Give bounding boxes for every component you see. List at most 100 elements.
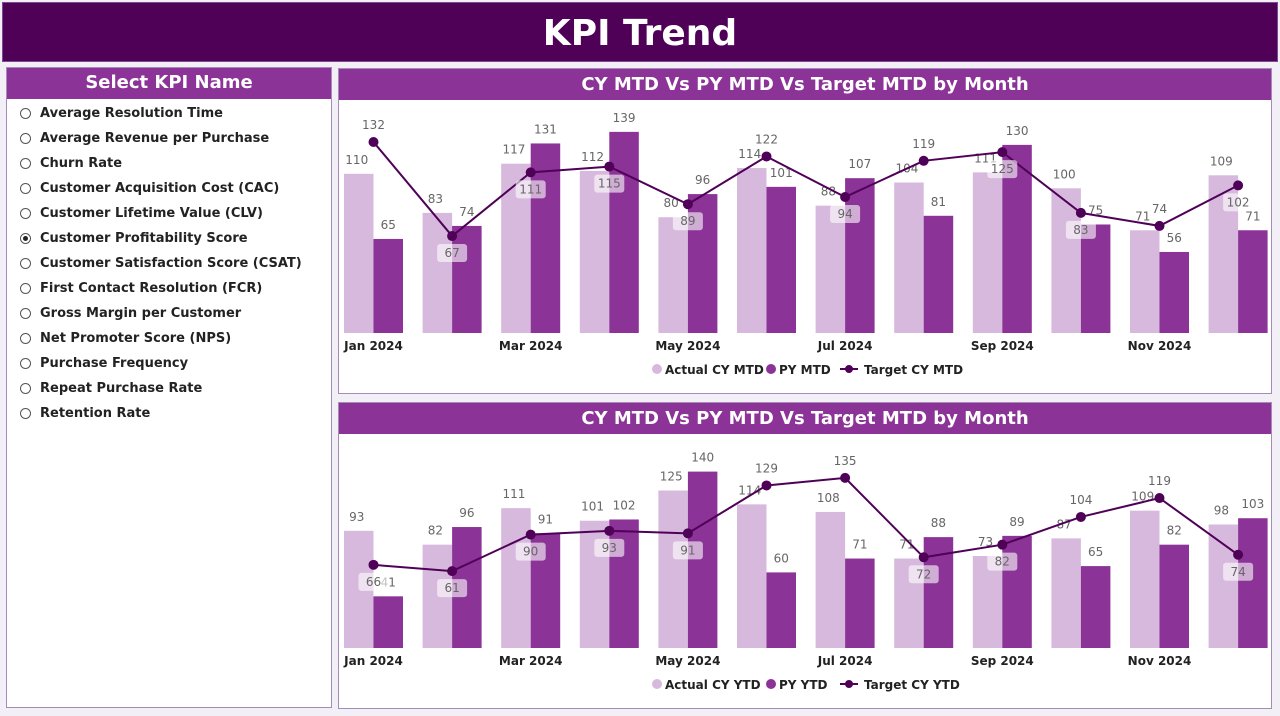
legend-label: Actual CY YTD (665, 678, 761, 692)
target-data-label: 67 (444, 246, 459, 260)
slicer-option-label: Churn Rate (40, 156, 123, 171)
radio-button[interactable] (20, 108, 31, 119)
py-data-label: 89 (1009, 515, 1024, 529)
target-point (918, 552, 929, 563)
target-point (1075, 511, 1086, 522)
py-bar (1238, 230, 1268, 333)
slicer-option[interactable]: Repeat Purchase Rate (7, 376, 331, 401)
target-point (682, 528, 693, 539)
py-data-label: 139 (613, 111, 636, 125)
slicer-option[interactable]: Customer Satisfaction Score (CSAT) (7, 251, 331, 276)
target-data-label: 111 (519, 182, 542, 196)
target-point (840, 472, 851, 483)
actual-bar (972, 172, 1003, 333)
chart-title: CY MTD Vs PY MTD Vs Target MTD by Month (339, 69, 1271, 100)
x-tick-label: May 2024 (655, 339, 720, 353)
radio-button[interactable] (20, 183, 31, 194)
actual-data-label: 109 (1210, 154, 1233, 168)
actual-data-label: 93 (349, 510, 364, 524)
py-bar (1238, 518, 1268, 648)
actual-data-label: 125 (660, 470, 683, 484)
legend-label: Target CY YTD (864, 678, 960, 692)
radio-button[interactable] (20, 283, 31, 294)
target-data-label: 74 (1152, 202, 1167, 216)
slicer-option-label: Net Promoter Score (NPS) (40, 331, 232, 346)
target-data-label: 135 (834, 454, 857, 468)
actual-data-label: 73 (978, 535, 993, 549)
target-point (1075, 207, 1086, 218)
py-data-label: 65 (1088, 545, 1103, 559)
target-line (373, 476, 1239, 573)
target-data-label: 89 (680, 214, 695, 228)
x-tick-label: Jul 2024 (817, 654, 873, 668)
legend-marker (845, 365, 853, 373)
slicer-option[interactable]: Purchase Frequency (7, 351, 331, 376)
py-bar (530, 143, 561, 333)
py-data-label: 101 (770, 166, 793, 180)
page-title: KPI Trend (2, 2, 1278, 62)
slicer-option[interactable]: First Contact Resolution (FCR) (7, 276, 331, 301)
target-data-label: 122 (755, 132, 778, 146)
actual-bar (579, 170, 610, 333)
target-point (1154, 493, 1165, 504)
slicer-option[interactable]: Customer Profitability Score (7, 226, 331, 251)
target-point (840, 191, 851, 202)
py-bar (845, 178, 875, 333)
target-point (761, 480, 772, 491)
target-data-label: 82 (995, 555, 1010, 569)
slicer-option[interactable]: Net Promoter Score (NPS) (7, 326, 331, 351)
radio-button[interactable] (20, 383, 31, 394)
slicer-option[interactable]: Customer Lifetime Value (CLV) (7, 201, 331, 226)
py-data-label: 81 (931, 195, 946, 209)
target-label-bg (437, 579, 468, 598)
actual-data-label: 71 (899, 538, 914, 552)
py-bar (923, 215, 954, 333)
py-bar (609, 131, 639, 333)
target-point (1233, 549, 1244, 560)
target-point (525, 529, 536, 540)
actual-data-label: 82 (428, 524, 443, 538)
target-point (1154, 220, 1165, 231)
slicer-option[interactable]: Average Resolution Time (7, 101, 331, 126)
actual-bar (1051, 538, 1081, 648)
target-point (368, 559, 379, 570)
slicer-option[interactable]: Gross Margin per Customer (7, 301, 331, 326)
target-point (368, 136, 379, 147)
actual-data-label: 108 (817, 491, 840, 505)
radio-button[interactable] (20, 358, 31, 369)
actual-data-label: 114 (738, 483, 761, 497)
radio-button[interactable] (20, 308, 31, 319)
py-bar (373, 238, 403, 333)
actual-data-label: 110 (345, 153, 368, 167)
radio-button[interactable] (20, 333, 31, 344)
target-label-bg (437, 244, 468, 263)
slicer-option[interactable]: Customer Acquisition Cost (CAC) (7, 176, 331, 201)
actual-data-label: 83 (428, 192, 443, 206)
radio-button[interactable] (20, 258, 31, 269)
radio-button[interactable] (20, 158, 31, 169)
slicer-option[interactable]: Retention Rate (7, 401, 331, 426)
py-data-label: 140 (691, 451, 714, 465)
actual-bar (1130, 510, 1160, 648)
radio-button[interactable] (20, 408, 31, 419)
target-point (761, 151, 772, 162)
py-data-label: 74 (459, 205, 474, 219)
slicer-option[interactable]: Average Revenue per Purchase (7, 126, 331, 151)
slicer-option[interactable]: Churn Rate (7, 151, 331, 176)
py-data-label: 60 (774, 551, 789, 565)
target-data-label: 91 (680, 543, 695, 557)
target-point (447, 566, 458, 577)
py-data-label: 88 (931, 516, 946, 530)
target-data-label: 129 (755, 461, 778, 475)
radio-button[interactable] (20, 208, 31, 219)
py-data-label: 65 (381, 218, 396, 232)
py-bar (1080, 224, 1111, 333)
target-label-bg (594, 174, 625, 193)
actual-data-label: 111 (502, 487, 525, 501)
actual-bar (658, 490, 688, 648)
target-data-label: 119 (912, 137, 935, 151)
radio-button[interactable] (20, 233, 31, 244)
radio-button[interactable] (20, 133, 31, 144)
legend-marker (766, 364, 776, 374)
legend-label: Target CY MTD (864, 363, 963, 377)
